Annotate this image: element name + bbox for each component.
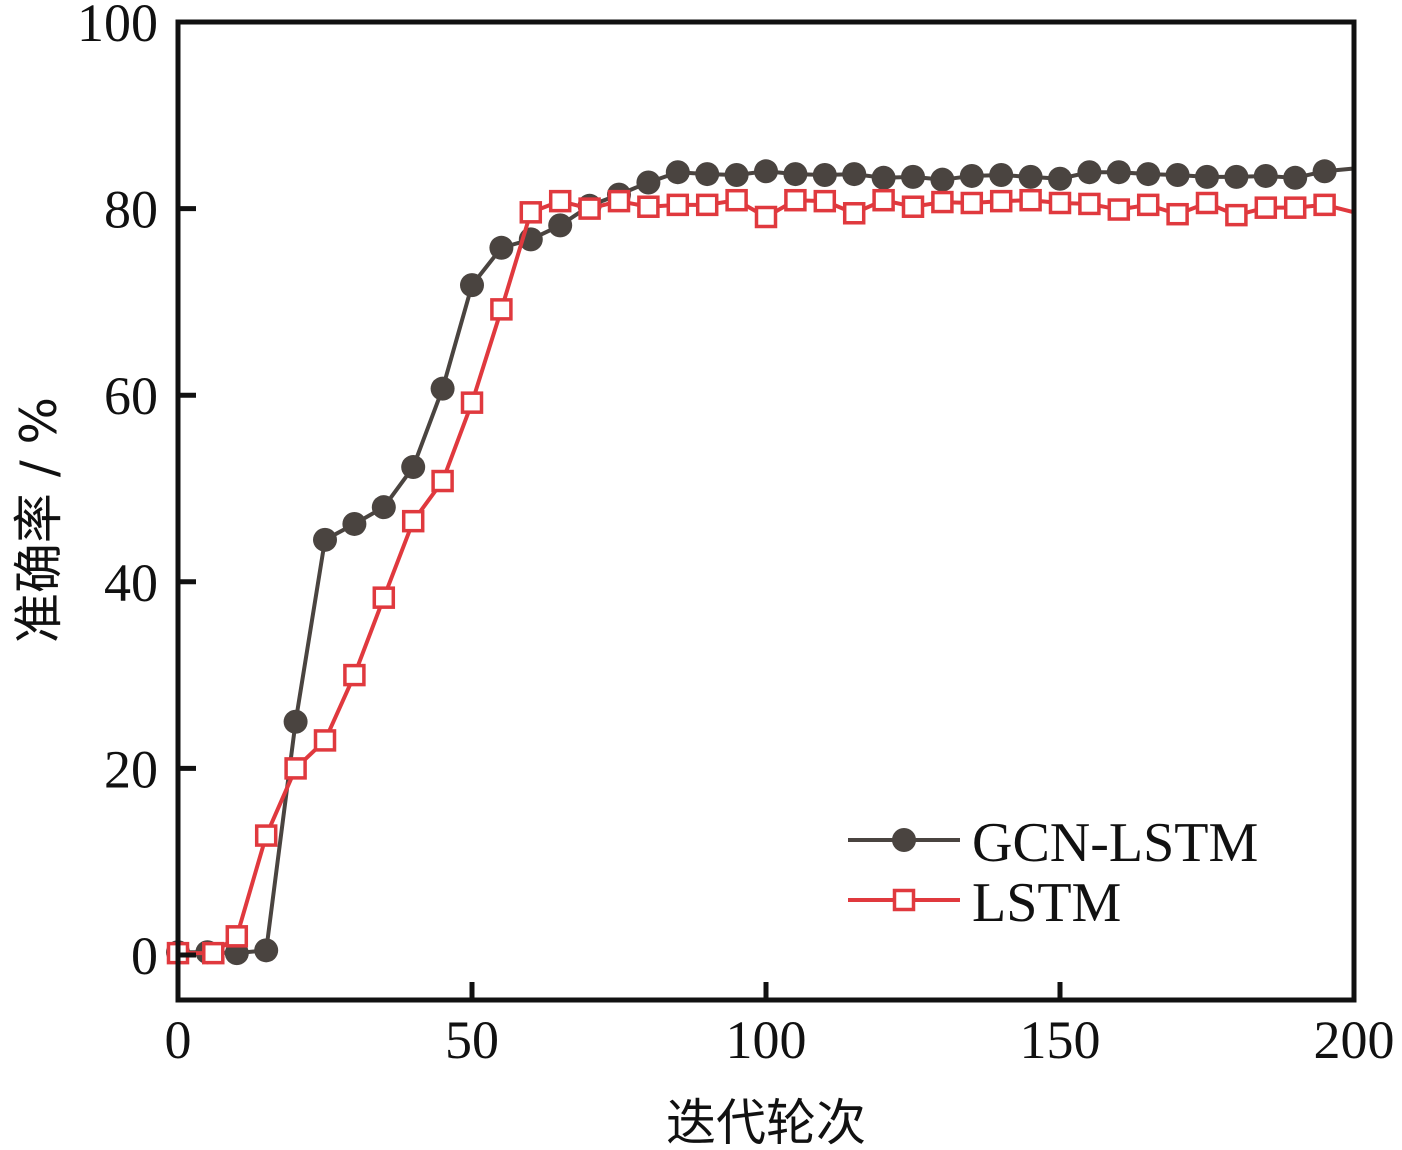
data-point [460,391,484,414]
y-tick-label: 20 [104,739,158,799]
legend: GCN-LSTM LSTM [848,812,1258,934]
x-tick-label: 50 [445,1010,499,1070]
legend-item-lstm: LSTM [848,872,1121,934]
data-point [960,191,984,215]
data-point [254,824,278,847]
data-point [871,165,896,190]
data-point [372,586,396,609]
data-point [872,188,895,212]
y-axis-title: 准确率 / % [10,397,68,643]
data-point [1225,203,1248,227]
data-point [754,159,778,184]
data-point [842,202,866,225]
data-point [930,167,955,192]
data-point [1283,196,1307,219]
data-point [548,189,572,213]
data-point [695,162,720,187]
data-point [1166,202,1189,226]
data-point [1195,191,1219,215]
data-point [202,941,225,965]
data-point [931,190,954,214]
data-point [784,188,807,212]
data-point [431,469,454,493]
data-point [313,527,337,552]
data-point [1165,163,1190,188]
data-point [725,188,748,212]
data-point [430,376,455,401]
data-point [1254,196,1278,219]
data-point [1018,164,1043,189]
data-point [1195,164,1219,189]
data-point [254,938,279,963]
data-point [901,164,925,189]
ticks-layer: 0 50 100 150 200 0 20 40 60 80 100 [77,0,1395,1070]
data-point [578,197,601,220]
data-point [401,455,426,480]
data-point [1313,193,1336,217]
data-point [284,757,307,780]
data-point [665,160,690,185]
data-point [724,163,749,188]
data-point [989,163,1014,188]
series-lstm [166,188,1355,965]
data-point [1106,160,1131,185]
data-point [1136,162,1161,187]
data-point [225,925,249,948]
series-layer [166,159,1355,966]
data-point [1253,163,1278,188]
data-point [1078,192,1101,216]
legend-marker-lstm [892,888,916,912]
data-point [842,162,867,187]
data-point [1312,159,1337,184]
y-tick-label: 100 [77,0,158,53]
data-point [607,189,631,213]
x-tick-label: 0 [165,1010,192,1070]
data-point [754,205,778,229]
data-point [695,193,719,217]
data-point [1136,193,1160,217]
data-point [989,189,1013,213]
data-point [371,495,396,520]
data-point [959,163,984,188]
data-point [342,511,367,536]
data-point [636,170,661,195]
y-tick-label: 80 [104,180,158,240]
data-point [1048,191,1072,215]
data-point [1019,188,1042,212]
y-tick-label: 40 [104,553,158,613]
data-point [637,195,660,218]
legend-label-lstm: LSTM [972,872,1121,934]
legend-marker-gcn-lstm [892,828,916,852]
data-point [1048,166,1072,191]
data-point [666,193,690,217]
data-point [1077,160,1102,185]
data-point [548,213,573,238]
legend-item-gcn-lstm: GCN-LSTM [848,812,1258,874]
y-tick-label: 0 [131,926,158,986]
data-point [460,273,484,298]
x-tick-label: 100 [726,1010,807,1070]
data-point [1283,165,1308,190]
data-point [812,163,837,188]
legend-label-gcn-lstm: GCN-LSTM [972,812,1258,874]
x-tick-label: 200 [1314,1010,1395,1070]
data-point [313,729,337,752]
data-point [901,195,925,218]
data-point [783,162,808,187]
data-point [401,509,425,533]
data-point [343,663,366,687]
y-tick-label: 60 [104,366,158,426]
data-point [1224,164,1249,189]
data-point [813,189,837,213]
data-point [519,201,543,224]
data-point [1107,198,1131,221]
data-point [490,298,513,321]
x-axis-title: 迭代轮次 [666,1094,866,1150]
data-point [489,235,514,260]
data-point [283,709,308,734]
x-tick-label: 150 [1020,1010,1101,1070]
